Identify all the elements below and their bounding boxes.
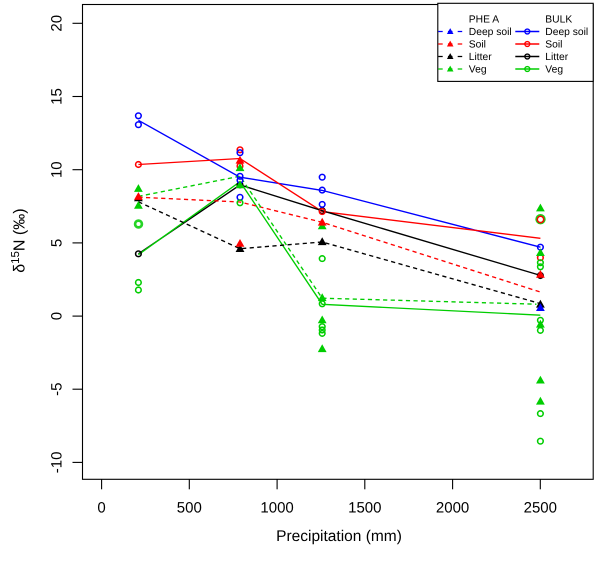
svg-text:5: 5 bbox=[48, 239, 65, 247]
svg-text:15: 15 bbox=[48, 88, 65, 105]
svg-text:0: 0 bbox=[48, 312, 65, 320]
svg-text:Soil: Soil bbox=[545, 40, 562, 51]
svg-text:Precipitation (mm): Precipitation (mm) bbox=[276, 528, 402, 545]
svg-text:-10: -10 bbox=[48, 452, 65, 474]
svg-text:500: 500 bbox=[177, 499, 202, 516]
svg-text:1500: 1500 bbox=[348, 499, 381, 516]
svg-text:BULK: BULK bbox=[545, 15, 572, 26]
svg-text:10: 10 bbox=[48, 161, 65, 178]
svg-text:Veg: Veg bbox=[469, 65, 487, 76]
svg-text:2500: 2500 bbox=[524, 499, 557, 516]
svg-text:Litter: Litter bbox=[545, 52, 568, 63]
svg-text:Litter: Litter bbox=[469, 52, 492, 63]
svg-text:0: 0 bbox=[97, 499, 105, 516]
svg-text:Veg: Veg bbox=[545, 65, 563, 76]
svg-text:2000: 2000 bbox=[436, 499, 469, 516]
svg-text:1000: 1000 bbox=[260, 499, 293, 516]
svg-text:-5: -5 bbox=[48, 383, 65, 396]
svg-text:Deep soil: Deep soil bbox=[545, 27, 588, 38]
svg-text:PHE A: PHE A bbox=[469, 15, 499, 26]
svg-text:20: 20 bbox=[48, 15, 65, 32]
svg-text:Soil: Soil bbox=[469, 40, 486, 51]
svg-text:Deep soil: Deep soil bbox=[469, 27, 512, 38]
